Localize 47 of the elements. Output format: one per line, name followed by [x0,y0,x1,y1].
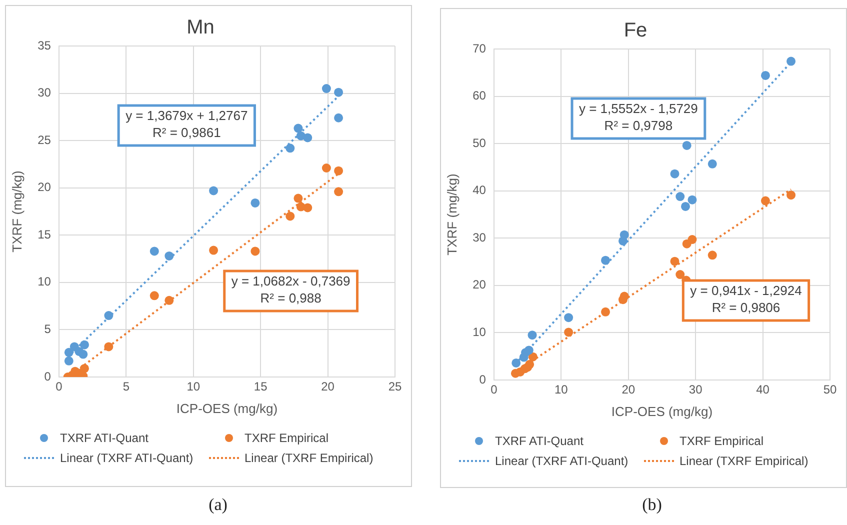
y-tick-label: 10 [38,274,52,289]
chart-title: Mn [186,16,214,39]
x-tick-label: 50 [823,382,837,397]
y-tick-label: 60 [472,88,486,103]
y-tick-label: 20 [472,278,486,292]
y-tick-label: 70 [472,41,486,56]
annotation: y = 0,941x - 1,2924 R² = 0,9806 [690,283,802,316]
legend-label: Linear (TXRF ATI-Quant) [495,454,628,468]
x-axis-title: ICP-OES (mg/kg) [611,404,713,419]
y-tick-label: 30 [38,86,52,100]
x-tick-label: 5 [122,380,130,394]
y-tick-label: 5 [44,322,52,336]
y-tick-label: 15 [38,227,52,242]
annotation: y = 1,5552x - 1,5729 R² = 0,9798 [578,101,698,134]
legend-label: TXRF Empirical [680,434,764,448]
y-tick-label: 30 [472,230,486,244]
y-tick-label: 0 [44,369,52,384]
x-tick-label: 20 [321,380,335,394]
x-axis-title: ICP-OES (mg/kg) [176,400,278,416]
y-tick-label: 50 [472,136,486,150]
y-tick-label: 35 [38,38,52,52]
legend-label: Linear (TXRF Empirical) [244,451,374,465]
x-tick-label: 15 [254,380,268,394]
x-tick-label: 30 [688,382,703,397]
x-tick-label: 10 [554,382,568,397]
annotation: y = 1,0682x - 0,7369 R² = 0,988 [231,274,350,306]
y-tick-label: 10 [472,325,486,340]
x-tick-label: 10 [186,380,200,394]
legend-label: Linear (TXRF ATI-Quant) [60,451,194,465]
y-axis-title: TXRF (mg/kg) [444,174,460,256]
x-tick-label: 20 [622,382,636,397]
text: (a) [208,495,228,515]
x-tick-label: 25 [388,380,402,394]
y-axis-title: TXRF (mg/kg) [9,170,24,252]
legend-label: TXRF Empirical [244,431,329,445]
legend-label: TXRF ATI-Quant [495,434,584,448]
y-tick-label: 40 [472,183,486,198]
y-tick-label: 20 [38,180,52,194]
x-tick-label: 0 [490,382,498,397]
legend-label: Linear (TXRF Empirical) [680,454,808,468]
x-tick-label: 0 [56,380,63,394]
chart-title: Fe [624,20,648,42]
y-tick-label: 25 [38,132,52,147]
legend-label: TXRF ATI-Quant [60,431,148,445]
x-tick-label: 40 [756,382,770,397]
text: (b) [641,495,663,515]
annotation: y = 1,3679x + 1,2767 R² = 0,9861 [126,108,248,140]
